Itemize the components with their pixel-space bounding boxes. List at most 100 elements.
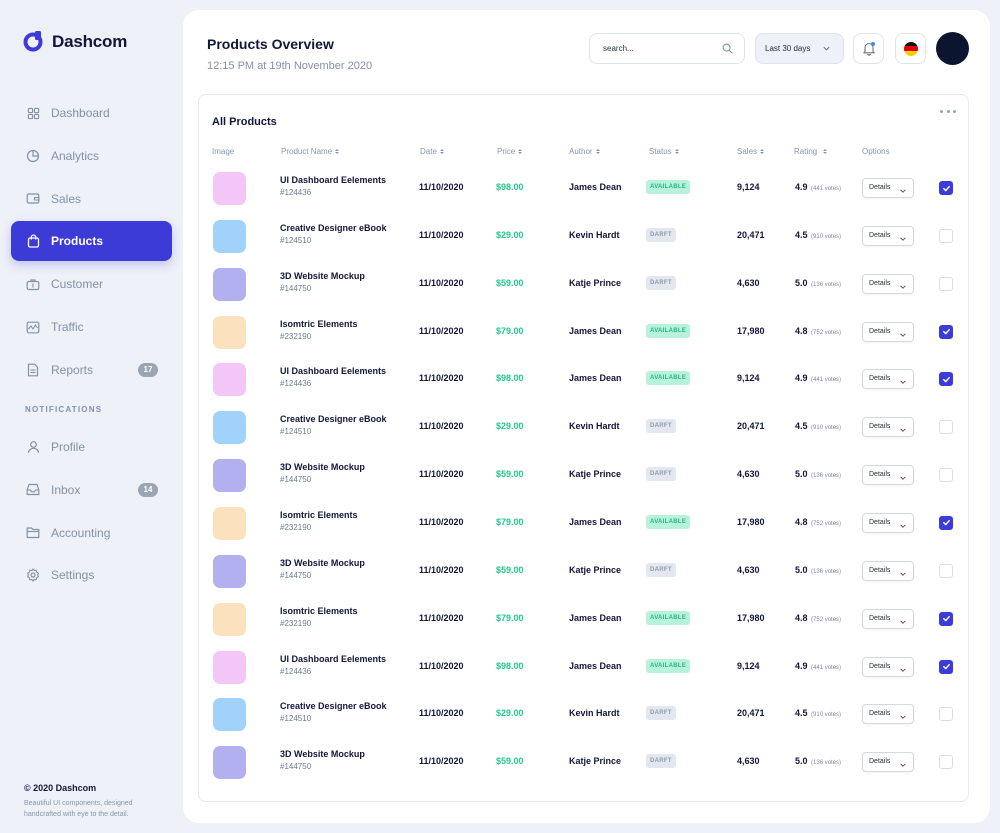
row-checkbox[interactable] [939,372,953,387]
search-box[interactable] [589,33,745,64]
table-row[interactable]: 3D Website Mockup #144750 11/10/2020 $59.00… [199,451,970,499]
details-dropdown[interactable]: Details [862,512,914,533]
product-price: $79.00 [496,612,524,623]
details-dropdown[interactable]: Details [862,704,914,725]
product-rating: 4.9 (441 votes) [795,182,841,192]
row-checkbox[interactable] [939,181,953,195]
product-name[interactable]: 3D Website Mockup [280,462,365,473]
sidebar-item-inbox[interactable]: Inbox 14 [11,470,172,510]
status-badge: DARFT [646,419,676,434]
avatar[interactable] [936,32,969,65]
product-name[interactable]: Creative Designer eBook [280,701,387,712]
column-header-price[interactable]: Price [497,147,523,156]
bell-icon [862,42,875,56]
sidebar-item-accounting[interactable]: Accounting [11,513,172,553]
sort-icon [439,149,444,154]
details-dropdown[interactable]: Details [862,369,914,390]
details-dropdown[interactable]: Details [862,273,914,294]
details-dropdown[interactable]: Details [862,560,914,581]
sidebar-item-profile[interactable]: Profile [11,427,172,467]
table-row[interactable]: Creative Designer eBook #124510 11/10/2020… [199,690,970,738]
row-checkbox[interactable] [939,515,953,530]
table-row[interactable]: Isomtric Elements #232190 11/10/2020 $79.00… [199,308,970,356]
product-name[interactable]: Creative Designer eBook [280,414,387,425]
details-dropdown[interactable]: Details [862,178,914,198]
product-name[interactable]: Isomtric Elements [280,605,358,616]
sidebar-item-customer[interactable]: Customer [11,264,172,304]
gear-icon [25,567,41,583]
sidebar-item-settings[interactable]: Settings [11,555,172,595]
sidebar-item-sales[interactable]: Sales [11,179,172,219]
row-checkbox[interactable] [939,611,953,626]
product-name[interactable]: 3D Website Mockup [280,557,365,568]
details-dropdown[interactable]: Details [862,752,914,773]
sidebar-item-traffic[interactable]: Traffic [11,307,172,347]
more-options-icon[interactable] [940,107,956,115]
sidebar-item-label: Traffic [51,320,84,334]
product-name[interactable]: UI Dashboard Eelements [280,366,387,377]
details-dropdown[interactable]: Details [862,465,914,486]
product-price: $59.00 [496,277,524,288]
table-row[interactable]: Isomtric Elements #232190 11/10/2020 $79.00… [199,499,970,547]
row-checkbox[interactable] [939,228,953,243]
table-row[interactable]: 3D Website Mockup #144750 11/10/2020 $59.00… [199,547,970,595]
details-dropdown[interactable]: Details [862,608,914,629]
language-button[interactable] [895,33,926,64]
status-badge: DARFT [646,275,676,290]
row-checkbox[interactable] [939,276,953,291]
rating-value: 5.0 [795,277,808,288]
details-dropdown[interactable]: Details [862,225,914,246]
column-header-name[interactable]: Product Name [281,147,340,156]
details-label: Details [869,184,891,191]
product-name[interactable]: Creative Designer eBook [280,222,387,233]
row-checkbox[interactable] [939,755,953,770]
column-header-status[interactable]: Status [649,147,679,156]
table-row[interactable]: UI Dashboard Eelements #124436 11/10/2020 $… [199,643,970,691]
product-name[interactable]: 3D Website Mockup [280,749,365,760]
product-author: James Dean [569,516,622,527]
row-checkbox[interactable] [939,563,953,578]
sidebar-item-analytics[interactable]: Analytics [11,136,172,176]
sidebar: Dashcom Dashboard Analytics Sales Products C… [0,0,182,833]
chevron-down-icon [899,281,907,299]
chevron-down-icon [899,664,907,682]
product-name[interactable]: UI Dashboard Eelements [280,175,387,185]
details-dropdown[interactable]: Details [862,321,914,342]
product-name[interactable]: 3D Website Mockup [280,270,365,281]
period-select[interactable]: Last 30 days [755,33,844,64]
table-row[interactable]: 3D Website Mockup #144750 11/10/2020 $59.00… [199,260,970,308]
rating-votes: (136 votes) [811,473,842,480]
row-checkbox[interactable] [939,707,953,722]
sort-icon [518,149,523,154]
row-checkbox[interactable] [939,420,953,435]
search-icon [722,43,733,54]
column-header-sales[interactable]: Sales [737,147,765,156]
table-row[interactable]: UI Dashboard Eelements #124436 11/10/2020 $… [199,355,970,403]
details-label: Details [869,614,891,622]
column-header-date[interactable]: Date [420,147,444,156]
row-checkbox[interactable] [939,324,953,339]
details-dropdown[interactable]: Details [862,417,914,438]
product-name[interactable]: Isomtric Elements [280,318,358,329]
column-header-author[interactable]: Author [569,147,600,156]
column-header-rating[interactable]: Rating [794,147,828,156]
row-checkbox[interactable] [939,468,953,483]
notifications-button[interactable] [853,33,884,64]
details-dropdown[interactable]: Details [862,656,914,677]
row-checkbox[interactable] [939,659,953,674]
product-thumbnail [213,506,246,540]
sidebar-item-products[interactable]: Products [11,221,172,262]
chevron-down-icon [899,616,907,634]
table-row[interactable]: UI Dashboard Eelements #124436 11/10/2020 $… [199,164,970,212]
product-date: 11/10/2020 [419,708,464,719]
table-row[interactable]: Isomtric Elements #232190 11/10/2020 $79.00… [199,595,970,643]
sidebar-item-reports[interactable]: Reports 17 [11,350,172,390]
brand[interactable]: Dashcom [22,31,127,53]
table-row[interactable]: Creative Designer eBook #124510 11/10/2020… [199,403,970,451]
search-input[interactable] [603,44,722,53]
product-name[interactable]: Isomtric Elements [280,509,358,520]
table-row[interactable]: Creative Designer eBook #124510 11/10/2020… [199,212,970,260]
product-name[interactable]: UI Dashboard Eelements [280,653,387,664]
table-row[interactable]: 3D Website Mockup #144750 11/10/2020 $59.00… [199,738,970,786]
sidebar-item-dashboard[interactable]: Dashboard [11,93,172,133]
